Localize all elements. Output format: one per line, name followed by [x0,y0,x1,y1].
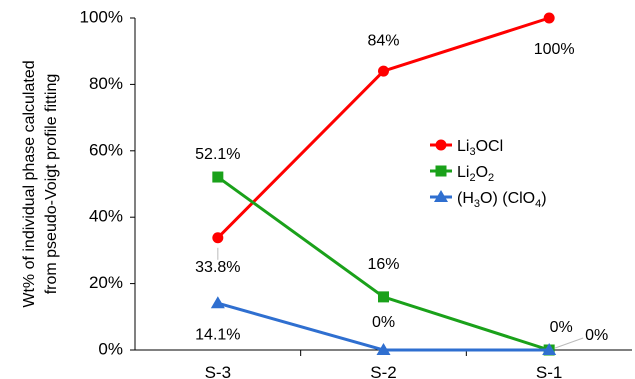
data-label: 100% [534,41,575,58]
data-label: 52.1% [195,146,240,163]
y-axis-title-line-2: from pseudo-Voigt profile fitting [43,74,60,295]
data-label: 16% [367,256,399,273]
series-0-point [378,65,389,77]
series-2-point [542,343,557,355]
series-group [210,12,557,356]
legend-item-1[interactable]: Li2O2 [430,164,494,184]
legend-swatch-marker [434,190,448,202]
data-label: 0% [372,314,395,331]
legend-label: (H3O) (ClO4) [457,190,547,210]
data-label: 14.1% [195,326,240,343]
legend-item-0[interactable]: Li3OCl [430,138,503,158]
series-0-point [212,232,224,244]
legend[interactable]: Li3OCl Li2O2 (H3O) (ClO4) [430,138,547,210]
y-tick-label: 0% [98,339,123,358]
x-ticks: S-3 S-2 S-1 [205,350,562,379]
data-label: 84% [367,32,399,49]
data-labels: 33.8% 84% 100% 52.1% 16% 0% 14.1% 0% 0% [195,32,608,349]
y-axis-title-line-1: Wt% of individual phase calculated [21,60,38,307]
data-label: 33.8% [195,259,240,276]
legend-label: Li2O2 [457,164,494,184]
series-2-point [376,343,391,355]
series-0-point [543,12,555,24]
legend-item-2[interactable]: (H3O) (ClO4) [430,190,547,210]
legend-label: Li3OCl [457,138,503,158]
y-axis-title: Wt% of individual phase calculated from p… [21,60,60,307]
legend-swatch-marker [435,139,447,151]
x-tick-label: S-3 [205,363,231,379]
legend-swatch-marker [435,165,447,177]
data-label: 0% [550,319,573,336]
x-tick-label: S-1 [536,363,562,379]
series-1-point [378,291,389,303]
y-ticks: 0% 20% 40% 60% 80% 100% [80,7,135,358]
data-label: 0% [585,327,608,344]
leader-line [554,337,584,349]
y-tick-label: 100% [80,7,123,26]
series-1-point [212,171,224,183]
y-tick-label: 60% [89,140,123,159]
y-tick-label: 20% [89,273,123,292]
series-2-point [210,296,225,309]
y-tick-label: 40% [89,207,123,226]
x-tick-label: S-2 [370,363,396,379]
y-tick-label: 80% [89,74,123,93]
